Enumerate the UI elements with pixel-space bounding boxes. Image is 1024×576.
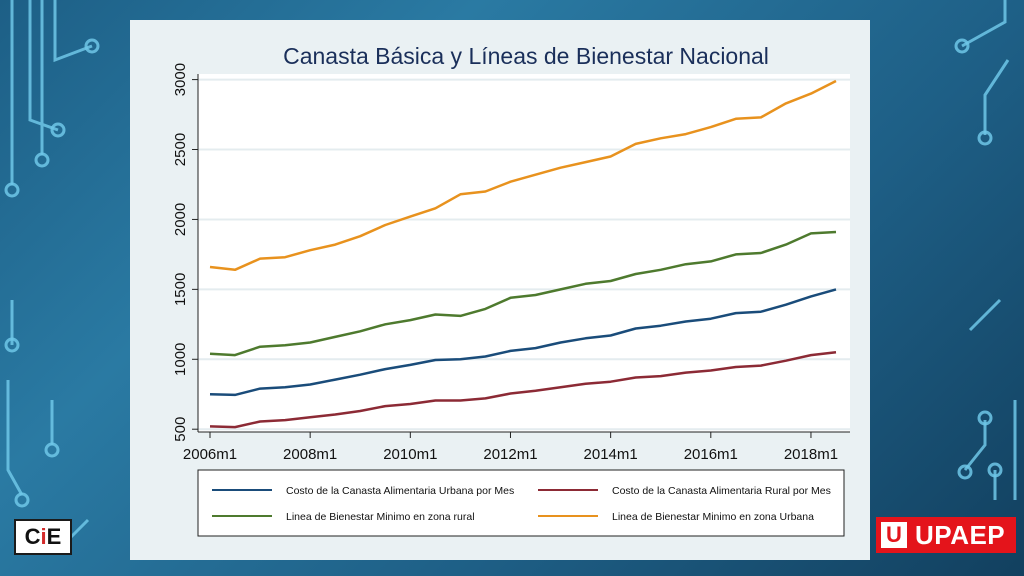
x-tick-label: 2012m1 [483,446,537,463]
line-chart: Canasta Básica y Líneas de Bienestar Nac… [172,43,850,537]
legend-label: Costo de la Canasta Alimentaria Urbana p… [286,485,514,497]
series-lines [209,79,837,429]
x-tick-label: 2008m1 [283,446,337,463]
y-tick-label: 2500 [172,133,189,166]
legend-label: Linea de Bienestar Minimo en zona Urbana [612,511,814,523]
x-tick-label: 2018m1 [784,446,838,463]
y-tick-label: 500 [172,417,189,442]
legend: Costo de la Canasta Alimentaria Urbana p… [197,469,845,537]
legend-label: Linea de Bienestar Minimo en zona rural [286,511,475,523]
y-tick-label: 3000 [172,63,189,96]
axes: 500 1000 1500 2000 2500 3000 2006m1 2008m1 2010m… [172,63,850,463]
series-line-1 [209,288,837,397]
series-line-4 [209,79,837,272]
legend-box [197,469,845,537]
gridlines [198,78,850,431]
legend-label: Costo de la Canasta Alimentaria Rural po… [612,485,831,497]
upaep-u-mark: U [881,522,907,548]
y-tick-label: 1500 [172,273,189,306]
x-tick-label: 2010m1 [383,446,437,463]
upaep-logo: U UPAEP [876,517,1016,553]
y-tick-label: 1000 [172,343,189,376]
chart-title: Canasta Básica y Líneas de Bienestar Nac… [283,43,769,69]
x-tick-label: 2006m1 [183,446,237,463]
x-tick-label: 2014m1 [584,446,638,463]
series-line-2 [209,351,837,429]
series-line-3 [209,230,837,357]
chart-panel: Canasta Básica y Líneas de Bienestar Nac… [130,20,870,560]
upaep-wordmark: UPAEP [915,519,1006,550]
y-tick-label: 2000 [172,203,189,236]
x-tick-label: 2016m1 [684,446,738,463]
